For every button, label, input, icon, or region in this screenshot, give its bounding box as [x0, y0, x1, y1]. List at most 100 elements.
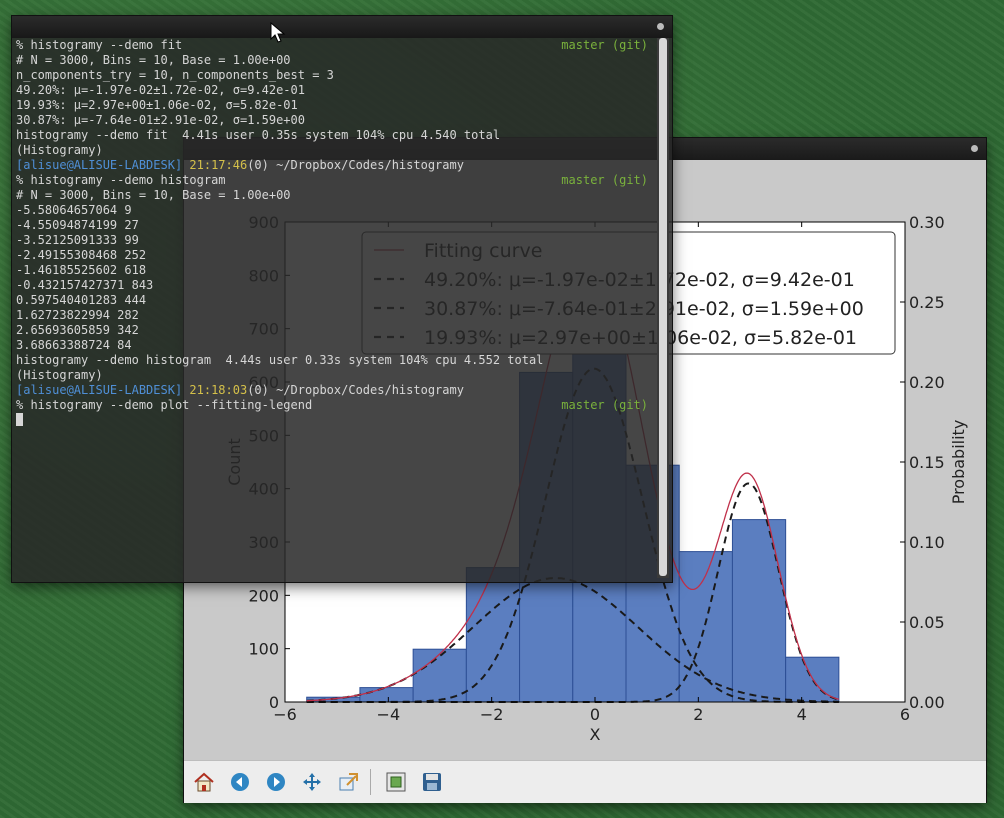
subplots-icon[interactable]	[384, 770, 408, 794]
terminal-line: # N = 3000, Bins = 10, Base = 1.00e+00	[16, 188, 656, 203]
y2-tick-label: 0.30	[909, 213, 945, 232]
mouse-pointer-icon	[270, 21, 286, 48]
close-icon[interactable]	[971, 145, 978, 152]
prompt-time: 21:17:46	[189, 158, 248, 172]
close-icon[interactable]	[657, 23, 664, 30]
terminal-scrollbar[interactable]	[657, 38, 669, 578]
terminal-cursor	[16, 413, 23, 426]
histogram-bar	[359, 687, 414, 703]
save-icon[interactable]	[420, 770, 444, 794]
terminal-line: (Histogramy)	[16, 368, 656, 383]
terminal-text: 49.20%: μ=-1.97e-02±1.72e-02, σ=9.42e-01	[16, 83, 305, 97]
y2-tick-label: 0.25	[909, 293, 945, 312]
histogram-bar	[731, 519, 787, 703]
terminal-line: 3.68663388724 84	[16, 338, 656, 353]
x-tick-label: 0	[590, 705, 600, 724]
terminal-line: n_components_try = 10, n_components_best…	[16, 68, 656, 83]
y2-axis-label: Probability	[949, 420, 968, 505]
pan-icon[interactable]	[300, 770, 324, 794]
toolbar-separator	[370, 769, 371, 795]
y-tick-label: 0	[269, 693, 279, 712]
terminal-text: 19.93%: μ=2.97e+00±1.06e-02, σ=5.82e-01	[16, 98, 298, 112]
terminal-line: % histogramy --demo histogram master (git…	[16, 173, 656, 188]
histogram-bar	[785, 656, 840, 703]
prompt-user: [alisue@ALISUE-LABDESK]	[16, 383, 183, 397]
terminal-text: 2.65693605859 342	[16, 323, 139, 337]
x-tick-label: 2	[693, 705, 703, 724]
terminal-text: -2.49155308468 252	[16, 248, 147, 262]
y2-tick-label: 0.10	[909, 533, 945, 552]
terminal-output[interactable]: % histogramy --demo fit master (git) # N =…	[16, 38, 656, 578]
x-tick-label: 6	[900, 705, 910, 724]
terminal-text: 30.87%: μ=-7.64e-01±2.91e-02, σ=1.59e+00	[16, 113, 305, 127]
terminal-text: (Histogramy)	[16, 143, 103, 157]
git-branch-status: master (git)	[561, 173, 648, 187]
terminal-window[interactable]: % histogramy --demo fit master (git) # N =…	[12, 16, 672, 582]
prompt-path: (0) ~/Dropbox/Codes/histogramy	[247, 383, 464, 397]
x-axis-label: X	[590, 725, 601, 744]
terminal-line: 49.20%: μ=-1.97e-02±1.72e-02, σ=9.42e-01	[16, 83, 656, 98]
terminal-line: 1.62723822994 282	[16, 308, 656, 323]
terminal-text: histogramy --demo histogram 4.44s user 0…	[16, 353, 544, 367]
terminal-text: -0.432157427371 843	[16, 278, 154, 292]
terminal-text: (Histogramy)	[16, 368, 103, 382]
terminal-text: -4.55094874199 27	[16, 218, 139, 232]
terminal-line: -4.55094874199 27	[16, 218, 656, 233]
terminal-text: -3.52125091333 99	[16, 233, 139, 247]
terminal-line: 2.65693605859 342	[16, 323, 656, 338]
terminal-line: (Histogramy)	[16, 143, 656, 158]
prompt-user: [alisue@ALISUE-LABDESK]	[16, 158, 183, 172]
terminal-text: -1.46185525602 618	[16, 263, 147, 277]
terminal-line: 0.597540401283 444	[16, 293, 656, 308]
terminal-line: -0.432157427371 843	[16, 278, 656, 293]
terminal-line: 30.87%: μ=-7.64e-01±2.91e-02, σ=1.59e+00	[16, 113, 656, 128]
y2-tick-label: 0.05	[909, 613, 945, 632]
y2-tick-label: 0.20	[909, 373, 945, 392]
y2-tick-label: 0.15	[909, 453, 945, 472]
prompt-time: 21:18:03	[189, 383, 248, 397]
terminal-text: 3.68663388724 84	[16, 338, 132, 352]
terminal-line: % histogramy --demo fit master (git)	[16, 38, 656, 53]
terminal-line: % histogramy --demo plot --fitting-legen…	[16, 398, 656, 413]
scrollbar-thumb[interactable]	[659, 38, 667, 576]
terminal-text: % histogramy --demo histogram	[16, 173, 226, 187]
y2-tick-label: 0.00	[909, 693, 945, 712]
git-branch-status: master (git)	[561, 398, 648, 412]
terminal-line: [alisue@ALISUE-LABDESK] 21:18:03(0) ~/Dr…	[16, 383, 656, 398]
terminal-text: % histogramy --demo fit	[16, 38, 183, 52]
x-tick-label: −6	[273, 705, 297, 724]
terminal-line	[16, 413, 656, 428]
prompt-path: (0) ~/Dropbox/Codes/histogramy	[247, 158, 464, 172]
figure-toolbar	[184, 760, 986, 803]
terminal-line: 19.93%: μ=2.97e+00±1.06e-02, σ=5.82e-01	[16, 98, 656, 113]
terminal-line: # N = 3000, Bins = 10, Base = 1.00e+00	[16, 53, 656, 68]
terminal-line: histogramy --demo histogram 4.44s user 0…	[16, 353, 656, 368]
terminal-text: 0.597540401283 444	[16, 293, 147, 307]
terminal-text: -5.58064657064 9	[16, 203, 132, 217]
terminal-line: -2.49155308468 252	[16, 248, 656, 263]
terminal-line: -3.52125091333 99	[16, 233, 656, 248]
zoom-icon[interactable]	[336, 770, 360, 794]
terminal-titlebar[interactable]	[12, 16, 672, 38]
terminal-line: histogramy --demo fit 4.41s user 0.35s s…	[16, 128, 656, 143]
terminal-text: histogramy --demo fit 4.41s user 0.35s s…	[16, 128, 501, 142]
back-arrow-icon[interactable]	[228, 770, 252, 794]
git-branch-status: master (git)	[561, 38, 648, 52]
terminal-line: -1.46185525602 618	[16, 263, 656, 278]
x-tick-label: −4	[377, 705, 401, 724]
histogram-bar	[465, 567, 521, 703]
terminal-text: 1.62723822994 282	[16, 308, 139, 322]
terminal-text: # N = 3000, Bins = 10, Base = 1.00e+00	[16, 53, 291, 67]
terminal-text: # N = 3000, Bins = 10, Base = 1.00e+00	[16, 188, 291, 202]
terminal-text: n_components_try = 10, n_components_best…	[16, 68, 334, 82]
forward-arrow-icon[interactable]	[264, 770, 288, 794]
terminal-line: [alisue@ALISUE-LABDESK] 21:17:46(0) ~/Dr…	[16, 158, 656, 173]
y-tick-label: 200	[248, 586, 279, 605]
y-tick-label: 100	[248, 640, 279, 659]
home-icon[interactable]	[192, 770, 216, 794]
terminal-line: -5.58064657064 9	[16, 203, 656, 218]
histogram-bar	[412, 648, 467, 703]
x-tick-label: 4	[797, 705, 807, 724]
x-tick-label: −2	[480, 705, 504, 724]
terminal-text: % histogramy --demo plot --fitting-legen…	[16, 398, 313, 412]
